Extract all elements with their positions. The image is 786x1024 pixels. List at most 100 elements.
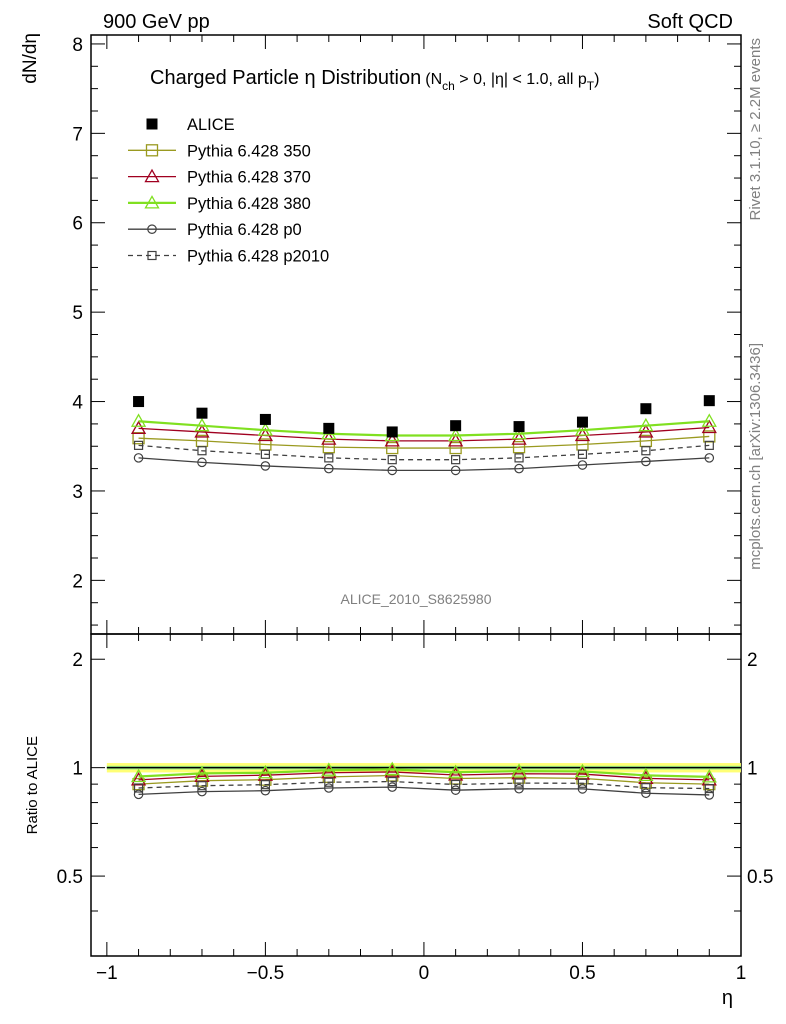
series-3-point	[448, 427, 464, 442]
series-2-point	[384, 764, 400, 778]
legend-marker	[146, 118, 158, 130]
series-5-point	[197, 781, 207, 791]
series-3-line	[138, 420, 710, 437]
series-1-point	[512, 440, 526, 454]
series-3-point	[574, 763, 591, 778]
legend-marker	[147, 224, 157, 234]
series-1-line	[138, 774, 710, 785]
x-tick-label: −0.5	[247, 963, 285, 984]
series-0-point	[640, 403, 652, 415]
series-3-point	[130, 768, 147, 783]
series-3-line	[138, 768, 710, 778]
x-tick-label: 0.5	[569, 963, 595, 984]
rivet-label: Rivet 3.1.10, ≥ 2.2M events	[747, 38, 764, 221]
y-tick-label: 6	[72, 214, 83, 235]
series-3-point	[511, 425, 527, 440]
main-panel: 2 3 4 5 6 7 8	[72, 34, 742, 635]
ratio-frame	[90, 633, 742, 957]
series-4-point	[641, 788, 651, 799]
y-tick-label: 7	[72, 124, 83, 145]
series-1-line	[138, 435, 710, 449]
series-2-point	[130, 772, 147, 786]
y-tick-label-right: 2	[747, 650, 758, 671]
series-3-point	[257, 422, 274, 436]
y-tick-label: 4	[72, 393, 83, 414]
series-3-point	[574, 422, 591, 436]
series-3-point	[448, 764, 464, 778]
legend-marker	[145, 144, 159, 157]
series-5-point	[260, 780, 270, 790]
series-5-line	[138, 780, 710, 790]
legend-label: Pythia 6.428 p2010	[187, 248, 329, 266]
series-0-point	[259, 413, 271, 425]
series-5-point	[641, 783, 651, 793]
legend: ALICE Pythia 6.428 350 Pythia 6.428 370 Pyt…	[128, 116, 329, 266]
y-tick-label-right: 1	[747, 759, 758, 780]
series-5-point	[451, 455, 461, 465]
series-4-line	[138, 457, 710, 472]
y-tick-label: 3	[72, 482, 83, 503]
legend-marker	[147, 250, 157, 261]
legend-label: Pythia 6.428 p0	[187, 221, 302, 239]
series-4-point	[577, 784, 588, 794]
ratio-ylabel: Ratio to ALICE	[24, 736, 41, 834]
series-3-point	[194, 417, 210, 432]
series-5-point	[704, 783, 714, 794]
series-5-point	[133, 440, 144, 450]
series-4-point	[260, 785, 271, 796]
series-0-point	[513, 421, 525, 433]
series-5-point	[577, 778, 588, 788]
ratio-panel: −1 −0.5 0 0.5 1 0.5 0.5 1 1 2 2	[57, 633, 773, 984]
series-5-point	[133, 783, 144, 793]
series-4-line	[138, 786, 710, 796]
series-3-point	[511, 763, 527, 777]
y-tick-label: 5	[72, 303, 83, 324]
series-4-point	[450, 465, 461, 476]
analysis-watermark: ALICE_2010_S8625980	[340, 591, 491, 607]
series-5-point	[197, 446, 207, 456]
series-5-point	[387, 455, 397, 465]
series-2-line	[138, 426, 710, 442]
x-tick-label: −1	[96, 963, 118, 984]
series-0-point	[386, 426, 398, 438]
series-5-point	[324, 777, 334, 787]
x-tick-label: 0	[419, 963, 430, 984]
legend-label: ALICE	[187, 116, 235, 134]
series-4-point	[450, 785, 461, 795]
series-0-point	[323, 422, 335, 434]
series-5-point	[324, 453, 334, 463]
series-4-point	[514, 463, 524, 474]
legend-label: Pythia 6.428 350	[187, 142, 311, 160]
series-0-point	[703, 395, 715, 407]
series-1-point	[449, 441, 462, 455]
series-0-point	[450, 420, 462, 432]
y-tick-label: 2	[72, 650, 83, 671]
series-3-point	[638, 767, 654, 782]
y-tick-label: 0.5	[57, 867, 83, 888]
series-2-line	[138, 771, 710, 781]
series-1-point	[132, 432, 145, 445]
series-5-point	[577, 449, 588, 459]
header-left-label: 900 GeV pp	[103, 11, 210, 33]
series-5-point	[641, 446, 651, 456]
series-3-point	[130, 413, 147, 427]
series-4-point	[641, 456, 651, 467]
series-4-point	[133, 789, 144, 800]
y-tick-label: 1	[72, 759, 83, 780]
series-0-point	[576, 416, 588, 428]
main-title: Charged Particle η Distribution (Nch > 0,…	[150, 67, 599, 93]
x-axis-label: η	[722, 987, 733, 1009]
series-5-point	[387, 776, 397, 787]
series-4-point	[387, 782, 398, 792]
series-3-point	[257, 764, 274, 779]
series-3-point	[701, 413, 717, 427]
legend-label: Pythia 6.428 380	[187, 195, 311, 213]
series-0-point	[196, 407, 208, 419]
legend-marker	[144, 195, 160, 209]
series-3-point	[194, 765, 210, 780]
series-4-point	[704, 790, 715, 800]
series-4-point	[197, 786, 207, 797]
series-3-point	[701, 769, 717, 783]
series-1-point	[386, 441, 399, 455]
